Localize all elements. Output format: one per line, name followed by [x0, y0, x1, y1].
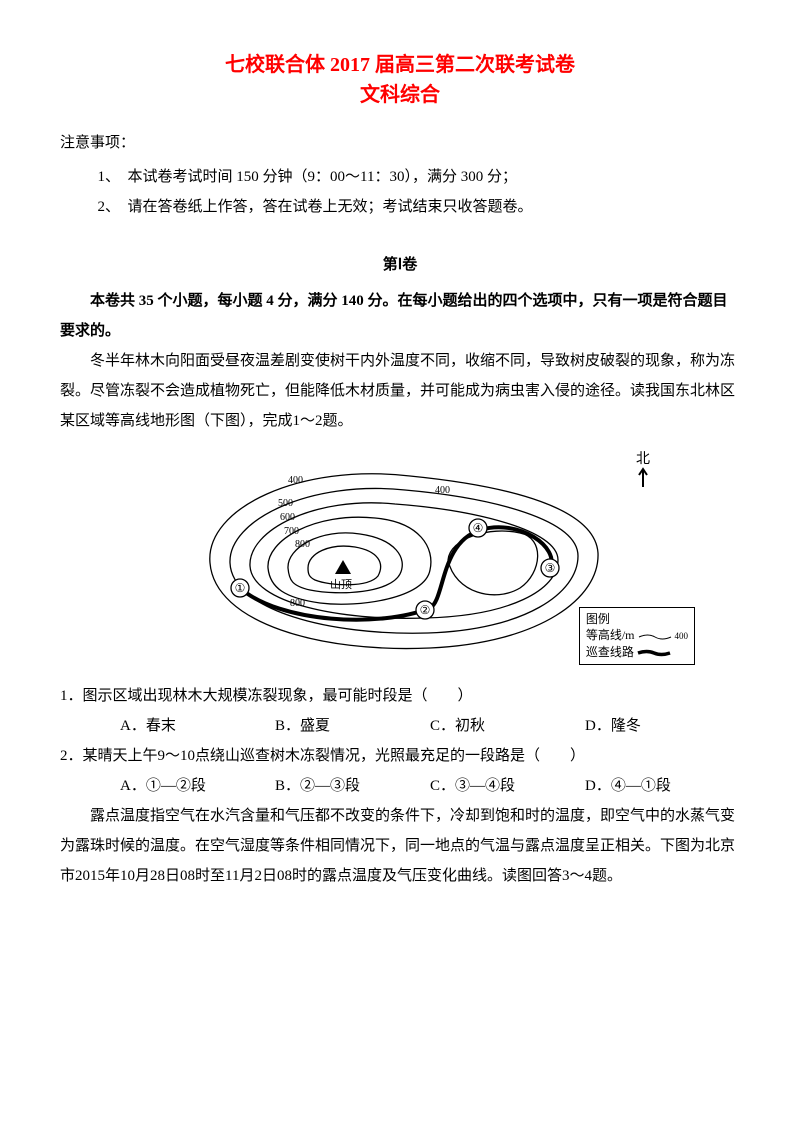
question-1-options: A．春末 B．盛夏 C．初秋 D．隆冬	[60, 711, 740, 741]
section-instruction: 本卷共 35 个小题，每小题 4 分，满分 140 分。在每小题给出的四个选项中…	[60, 286, 740, 346]
svg-text:400: 400	[288, 475, 303, 486]
q1-opt-a: A．春末	[120, 711, 275, 741]
q2-opt-b: B．②—③段	[275, 771, 430, 801]
svg-text:800: 800	[290, 598, 305, 609]
q1-opt-b: B．盛夏	[275, 711, 430, 741]
svg-text:②: ②	[420, 603, 431, 617]
question-1: 1．图示区域出现林木大规模冻裂现象，最可能时段是（ ）	[60, 681, 740, 711]
svg-text:500: 500	[278, 498, 293, 509]
map-legend: 图例 等高线/m 400 巡查线路	[579, 607, 695, 665]
q2-opt-a: A．①—②段	[120, 771, 275, 801]
notice-2: 2、 请在答卷纸上作答，答在试卷上无效；考试结束只收答题卷。	[60, 192, 740, 222]
svg-text:③: ③	[545, 561, 556, 575]
peak-label: 山顶	[330, 578, 352, 591]
svg-text:400: 400	[435, 485, 450, 496]
svg-text:800: 800	[295, 539, 310, 550]
passage-1: 冬半年林木向阳面受昼夜温差剧变使树干内外温度不同，收缩不同，导致树皮破裂的现象，…	[60, 346, 740, 436]
q2-opt-c: C．③—④段	[430, 771, 585, 801]
q1-opt-c: C．初秋	[430, 711, 585, 741]
notice-header: 注意事项：	[60, 128, 740, 158]
contour-map-figure: 北 山顶 400 400 500 600 700 800 800	[60, 448, 740, 673]
exam-title: 七校联合体 2017 届高三第二次联考试卷 文科综合	[60, 50, 740, 110]
question-2-options: A．①—②段 B．②—③段 C．③—④段 D．④—①段	[60, 771, 740, 801]
q1-opt-d: D．隆冬	[585, 711, 740, 741]
notice-1: 1、 本试卷考试时间 150 分钟（9：00～11：30），满分 300 分；	[60, 162, 740, 192]
q2-opt-d: D．④—①段	[585, 771, 740, 801]
north-indicator: 北	[636, 452, 650, 494]
svg-text:①: ①	[235, 581, 246, 595]
svg-text:700: 700	[284, 526, 299, 537]
svg-text:④: ④	[473, 521, 484, 535]
passage-2: 露点温度指空气在水汽含量和气压都不改变的条件下，冷却到饱和时的温度，即空气中的水…	[60, 801, 740, 891]
svg-text:600: 600	[280, 512, 295, 523]
question-2: 2．某晴天上午9～10点绕山巡查树木冻裂情况，光照最充足的一段路是（ ）	[60, 741, 740, 771]
section-number: 第Ⅰ卷	[60, 250, 740, 280]
contour-map: 山顶 400 400 500 600 700 800 800 ① ② ③ ④	[180, 448, 620, 668]
